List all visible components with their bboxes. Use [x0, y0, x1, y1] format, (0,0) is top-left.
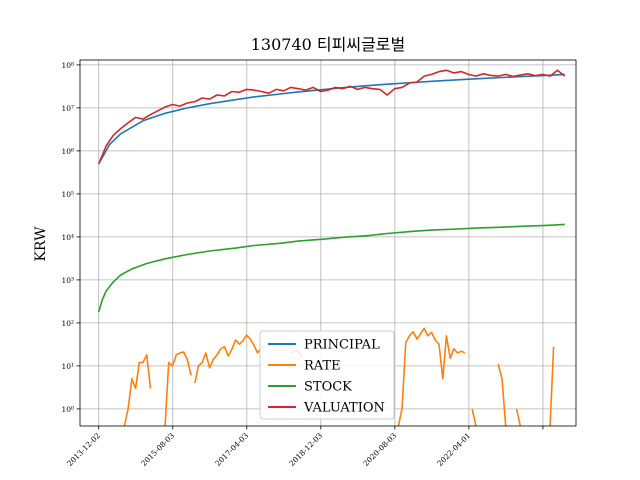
y-tick-label: 10⁸	[61, 61, 74, 70]
y-tick-label: 10⁵	[61, 190, 74, 199]
y-tick-label: 10⁴	[61, 233, 74, 242]
series-line-stock	[97, 223, 565, 313]
series-line-rate	[497, 363, 507, 427]
y-axis-label: KRW	[33, 226, 49, 262]
y-tick-label: 10³	[61, 276, 74, 285]
legend-label-rate: RATE	[304, 359, 341, 374]
y-tick-label: 10⁶	[61, 147, 74, 156]
series-line-rate	[397, 327, 466, 427]
chart-title: 130740 티피씨글로벌	[251, 35, 405, 54]
axes-frame	[79, 59, 577, 427]
y-tick-label: 10⁰	[61, 405, 74, 414]
legend: PRINCIPAL RATE STOCK VALUATION	[259, 330, 395, 420]
legend-label-stock: STOCK	[304, 380, 352, 395]
series-line-rate	[549, 346, 555, 427]
series-line-rate	[123, 354, 152, 427]
y-tick-label: 10¹	[61, 362, 74, 371]
legend-box	[259, 330, 395, 420]
legend-label-valuation: VALUATION	[303, 401, 385, 416]
series-line-principal	[98, 73, 565, 165]
series-line-valuation	[97, 69, 566, 165]
legend-label-principal: PRINCIPAL	[304, 338, 380, 353]
series-line-rate	[471, 408, 477, 427]
y-tick-label: 10⁷	[61, 104, 74, 113]
series-line-rate	[164, 351, 192, 427]
series-line-rate	[194, 334, 266, 384]
y-tick-label: 10²	[61, 319, 74, 328]
series-line-rate	[515, 408, 522, 427]
